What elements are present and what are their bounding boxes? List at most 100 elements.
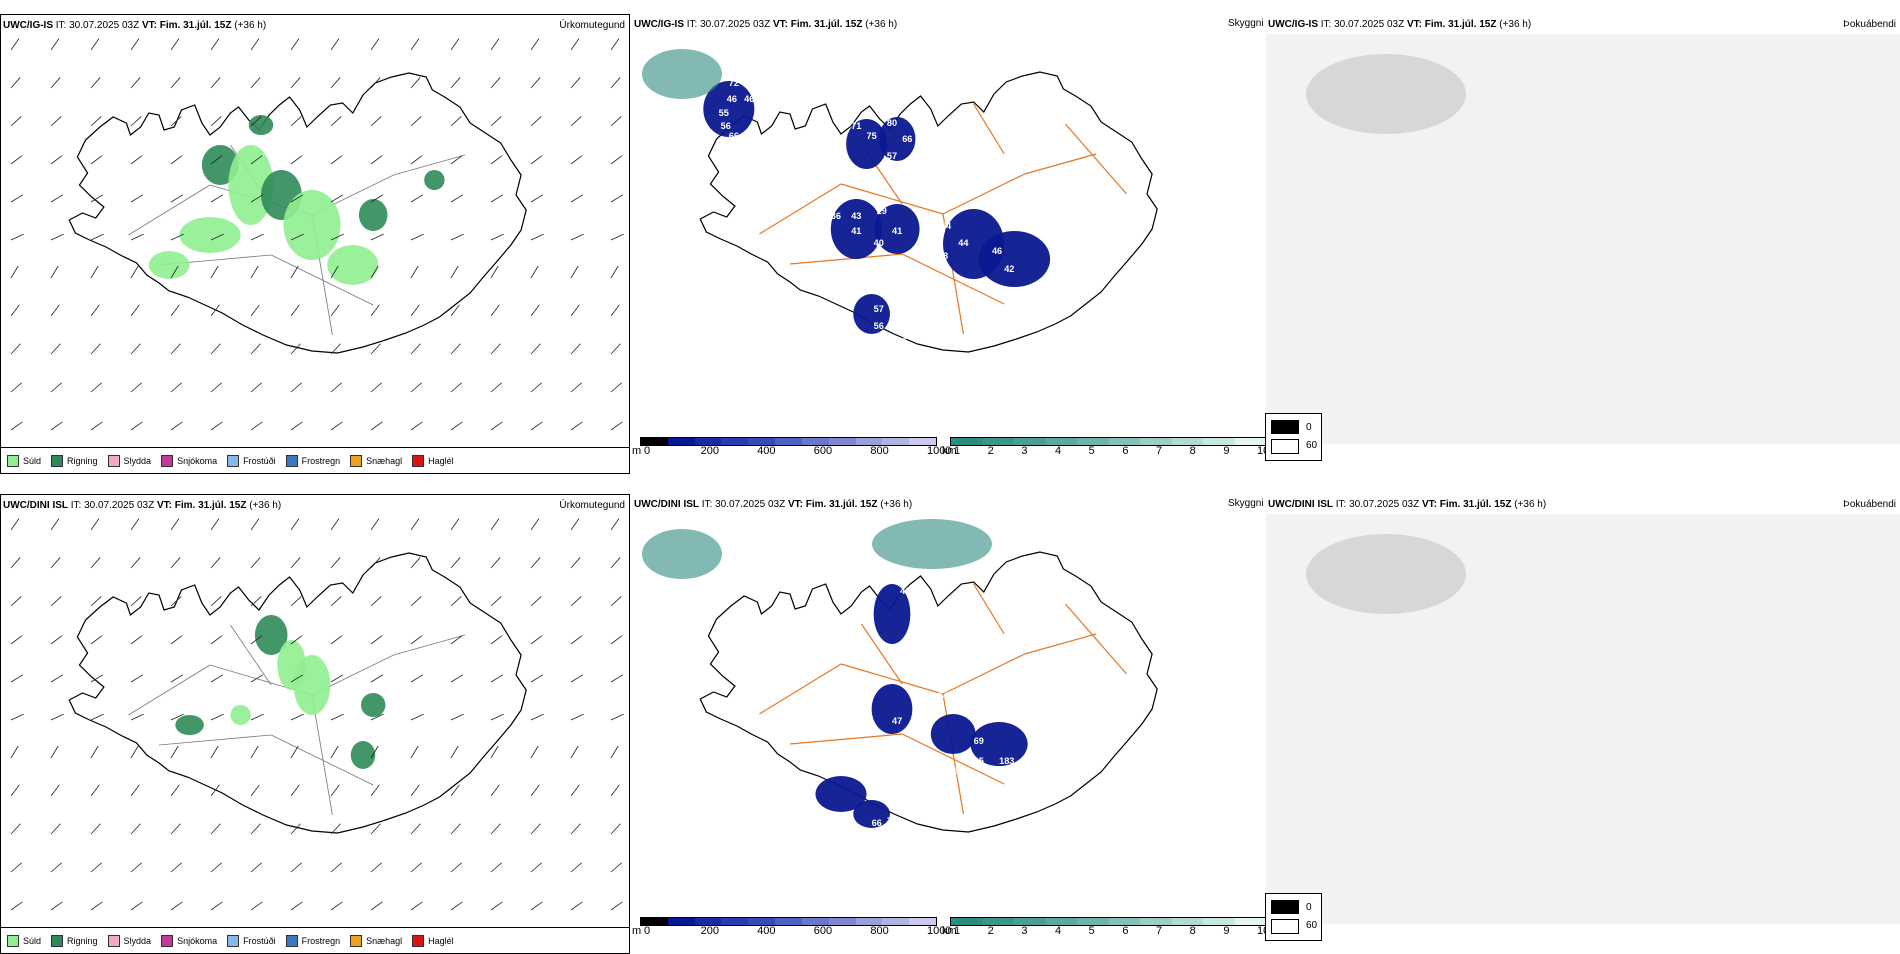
colorbar-step: [982, 438, 1014, 445]
cloudbase-label: 41: [900, 586, 910, 596]
precip-area: [179, 217, 241, 253]
wind-barb: [130, 421, 143, 431]
wind-barb: [330, 596, 342, 607]
colorbar-tick: 1000: [927, 925, 952, 937]
wind-barb: [370, 862, 382, 873]
wind-barb: [210, 194, 224, 203]
road: [860, 623, 903, 685]
wind-barb: [450, 784, 460, 797]
cloudbase-label: 68: [923, 706, 933, 716]
colorbar-unit: m: [632, 445, 642, 457]
wind-barb: [130, 382, 142, 393]
fog-legend-low: 0: [1306, 422, 1312, 433]
wind-barb: [50, 862, 62, 873]
wind-barb: [10, 713, 24, 721]
cloudbase-panel-row2: UWC/DINI ISL IT: 30.07.2025 03Z VT: Fim.…: [632, 494, 1262, 954]
wind-barb: [410, 674, 424, 683]
precip-area: [254, 615, 288, 655]
wind-barb: [330, 343, 341, 355]
wind-barb: [330, 862, 342, 873]
wind-barb: [330, 557, 341, 569]
colorbar-tick: 4: [1055, 925, 1062, 937]
colorbar-unit: km: [942, 925, 957, 937]
wind-barb: [130, 155, 143, 165]
panel-header: UWC/IG-IS IT: 30.07.2025 03Z VT: Fim. 31…: [634, 19, 898, 30]
wind-barb: [50, 901, 63, 911]
wind-barb: [250, 382, 262, 393]
cloudbase-area: [815, 776, 867, 812]
wind-barb: [210, 674, 224, 683]
legend-label: Rigning: [67, 455, 98, 466]
fog-legend-low: 0: [1306, 902, 1312, 913]
wind-barb: [610, 38, 620, 51]
legend-label: Slydda: [123, 455, 152, 466]
cloudbase-label: 52: [897, 741, 907, 751]
wind-barb: [530, 518, 540, 531]
wind-barb: [490, 745, 499, 759]
wind-barb: [170, 343, 181, 355]
wind-barb: [370, 901, 383, 911]
wind-barb: [210, 38, 220, 51]
panel-title: Þokuábendi: [1843, 499, 1896, 510]
cloudbase-label: 79: [874, 858, 884, 868]
colorbar-step: [1140, 918, 1172, 925]
wind-barb: [90, 77, 101, 89]
colorbar-tick: 1: [954, 925, 961, 937]
colorbar-step: [951, 918, 983, 925]
legend-item: Slydda: [107, 454, 152, 467]
wind-barb: [370, 304, 380, 317]
wind-barb: [530, 194, 544, 203]
wind-barb: [410, 265, 419, 279]
wind-barb: [330, 155, 343, 165]
wind-barb: [530, 745, 539, 759]
cloudbase-label: 57: [887, 151, 897, 161]
wind-barb: [10, 38, 20, 51]
cloudbase-area: [978, 231, 1051, 287]
cloudbase-label: 36: [900, 858, 910, 868]
cloudbase-area: [930, 714, 976, 754]
legend-item: Snæhagl: [350, 454, 402, 467]
wind-barb: [370, 265, 379, 279]
wind-barb: [330, 116, 342, 127]
wind-barb: [290, 116, 302, 127]
colorbar-step: [855, 918, 883, 925]
wind-barb: [250, 745, 259, 759]
colorbar-tick: 7: [1156, 445, 1163, 457]
wind-barb: [50, 674, 64, 683]
wind-barb: [170, 304, 180, 317]
wind-barb: [130, 901, 143, 911]
cloudbase-label: 74: [887, 816, 897, 826]
wind-barb: [90, 674, 104, 683]
wind-barb: [450, 233, 464, 241]
wind-barb: [90, 194, 104, 203]
colorbar-step: [1234, 918, 1266, 925]
cloudbase-label: 47: [892, 716, 902, 726]
wind-barb: [610, 635, 623, 645]
wind-barb: [290, 745, 299, 759]
wind-barb: [570, 233, 584, 241]
colorbar-tick: 800: [870, 925, 889, 937]
precip-area: [360, 693, 386, 717]
wind-barb: [610, 233, 624, 241]
fog-map: [1266, 514, 1900, 924]
wind-barb: [50, 265, 59, 279]
low-visibility-area: [642, 49, 722, 99]
road: [271, 254, 374, 306]
legend-item: Snjókoma: [161, 934, 217, 947]
wind-barb: [250, 116, 262, 127]
wind-barb: [370, 557, 381, 569]
wind-barb: [370, 518, 380, 531]
precip-area: [293, 655, 331, 715]
wind-barb: [90, 343, 101, 355]
wind-barb: [90, 745, 99, 759]
wind-barb: [50, 713, 64, 721]
precip-area: [230, 705, 251, 725]
wind-barb: [450, 304, 460, 317]
legend-swatch: [161, 454, 174, 467]
wind-barb: [570, 77, 581, 89]
wind-barb: [50, 194, 64, 203]
wind-barb: [130, 265, 139, 279]
wind-barb: [530, 343, 541, 355]
colorbar-step: [1077, 438, 1109, 445]
wind-barb: [50, 304, 60, 317]
